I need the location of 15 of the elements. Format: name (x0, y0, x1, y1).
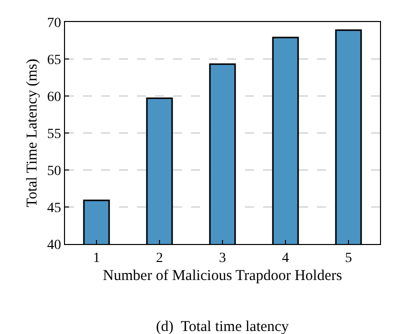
y-tick-label: 50 (47, 164, 62, 179)
text: (d) Total time latency (156, 319, 290, 334)
y-tick-label: 70 (47, 16, 62, 31)
y-tick-label: 40 (47, 238, 62, 253)
x-tick-label: 3 (219, 250, 226, 266)
y-tick-label: 65 (47, 52, 62, 68)
y-tick-label: 60 (47, 90, 62, 105)
x-axis-title: Number of Malicious Trapdoor Holders (102, 268, 342, 284)
y-axis-title: Total Time Latency (ms) (24, 58, 40, 208)
x-tick-label: 4 (282, 250, 289, 266)
y-tick-label: 45 (47, 200, 62, 216)
x-tick-label: 5 (345, 250, 352, 266)
y-tick-label: 55 (47, 126, 62, 142)
x-tick-label: 2 (156, 250, 163, 266)
x-tick-label: 1 (93, 250, 100, 266)
